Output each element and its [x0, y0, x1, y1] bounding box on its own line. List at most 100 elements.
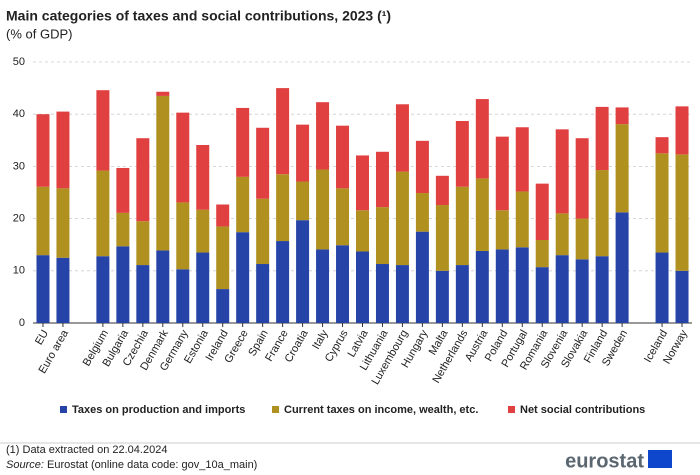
- bar-segment: [196, 252, 210, 323]
- legend-swatch: [508, 406, 515, 413]
- bar-segment: [176, 269, 190, 323]
- x-tick-label: EU: [33, 328, 51, 347]
- bar-segment: [156, 91, 170, 96]
- bar-segment: [515, 247, 529, 323]
- bar-segment: [475, 99, 489, 179]
- bar-segment: [116, 167, 130, 213]
- bar-segment: [196, 144, 210, 210]
- bar-segment: [675, 270, 689, 323]
- bar-segment: [296, 124, 310, 182]
- bar-segment: [575, 259, 589, 323]
- y-tick-label: 30: [13, 160, 25, 172]
- source-text: Eurostat (online data code: gov_10a_main…: [47, 459, 257, 471]
- bar-segment: [455, 186, 469, 266]
- legend-swatch: [60, 406, 67, 413]
- bar-segment: [236, 107, 250, 177]
- bar-segment: [336, 125, 350, 189]
- bar-segment: [336, 188, 350, 246]
- bar-segment: [316, 102, 330, 170]
- bar-segment: [256, 264, 270, 323]
- logo-flag: [648, 450, 672, 468]
- y-tick-label: 20: [13, 213, 25, 225]
- bar-segment: [435, 270, 449, 323]
- bar-segment: [675, 154, 689, 271]
- legend-label: Current taxes on income, wealth, etc.: [284, 404, 478, 416]
- bar-segment: [395, 104, 409, 172]
- source: Source: Eurostat (online data code: gov_…: [6, 459, 257, 471]
- bar-segment: [475, 178, 489, 251]
- bar-segment: [415, 140, 429, 194]
- bar-segment: [375, 264, 389, 323]
- bar-segment: [495, 210, 509, 250]
- legend-label: Taxes on production and imports: [72, 404, 245, 416]
- bar-segment: [455, 120, 469, 187]
- y-tick-label: 0: [19, 317, 25, 329]
- bar-segment: [156, 95, 170, 251]
- bar-segment: [236, 176, 250, 233]
- bar-segment: [435, 175, 449, 206]
- bar-segment: [555, 255, 569, 323]
- bar-segment: [595, 106, 609, 171]
- bar-segment: [316, 169, 330, 250]
- bar-segment: [296, 181, 310, 221]
- bar-segment: [555, 129, 569, 214]
- bar-segment: [655, 137, 669, 154]
- bar-segment: [615, 212, 629, 323]
- bar-segment: [256, 198, 270, 265]
- bar-segment: [375, 151, 389, 208]
- bar-segment: [615, 124, 629, 213]
- bar-segment: [495, 136, 509, 211]
- bar-segment: [176, 202, 190, 270]
- bar-segment: [535, 267, 549, 323]
- bar-segment: [156, 250, 170, 323]
- bar-segment: [136, 138, 150, 222]
- bar-segment: [136, 265, 150, 323]
- bar-segment: [276, 174, 290, 242]
- bar-segment: [415, 231, 429, 323]
- bar-segment: [595, 170, 609, 257]
- bar-segment: [116, 212, 130, 247]
- y-tick-label: 10: [13, 265, 25, 277]
- bar-segment: [56, 111, 70, 189]
- bar-segment: [515, 191, 529, 248]
- source-label: Source:: [6, 459, 44, 471]
- bar-segment: [655, 252, 669, 323]
- bar-segment: [236, 232, 250, 323]
- bar-segment: [356, 155, 369, 211]
- bar-segment: [535, 183, 549, 241]
- bar-segment: [356, 251, 369, 323]
- bar-segment: [56, 257, 70, 323]
- bar-segment: [555, 213, 569, 256]
- bar-segment: [256, 127, 270, 199]
- bar-segment: [56, 188, 70, 258]
- bar-segment: [216, 289, 230, 323]
- bar-segment: [455, 265, 469, 323]
- bar-segment: [435, 205, 449, 271]
- bar-segment: [515, 127, 529, 192]
- bar-segment: [495, 249, 509, 323]
- bar-segment: [276, 88, 290, 175]
- bar-segment: [336, 245, 350, 323]
- bar-segment: [475, 250, 489, 323]
- bar-segment: [296, 220, 310, 323]
- bar-segment: [96, 170, 110, 257]
- bar-segment: [615, 107, 629, 125]
- bar-segment: [216, 204, 230, 227]
- legend-label: Net social contributions: [520, 404, 645, 416]
- bar-segment: [356, 210, 369, 252]
- chart-subtitle: (% of GDP): [6, 26, 72, 41]
- y-tick-label: 50: [13, 56, 25, 68]
- bar-segment: [395, 265, 409, 323]
- bar-segment: [116, 246, 130, 323]
- bar-segment: [36, 255, 50, 323]
- chart-title: Main categories of taxes and social cont…: [6, 8, 391, 24]
- bar-segment: [176, 112, 190, 203]
- bar-segment: [96, 256, 110, 323]
- bar-segment: [375, 207, 389, 265]
- bar-segment: [535, 240, 549, 268]
- bar-segment: [675, 106, 689, 155]
- bar-segment: [36, 186, 50, 256]
- bar-segment: [655, 153, 669, 253]
- bar-segment: [575, 218, 589, 260]
